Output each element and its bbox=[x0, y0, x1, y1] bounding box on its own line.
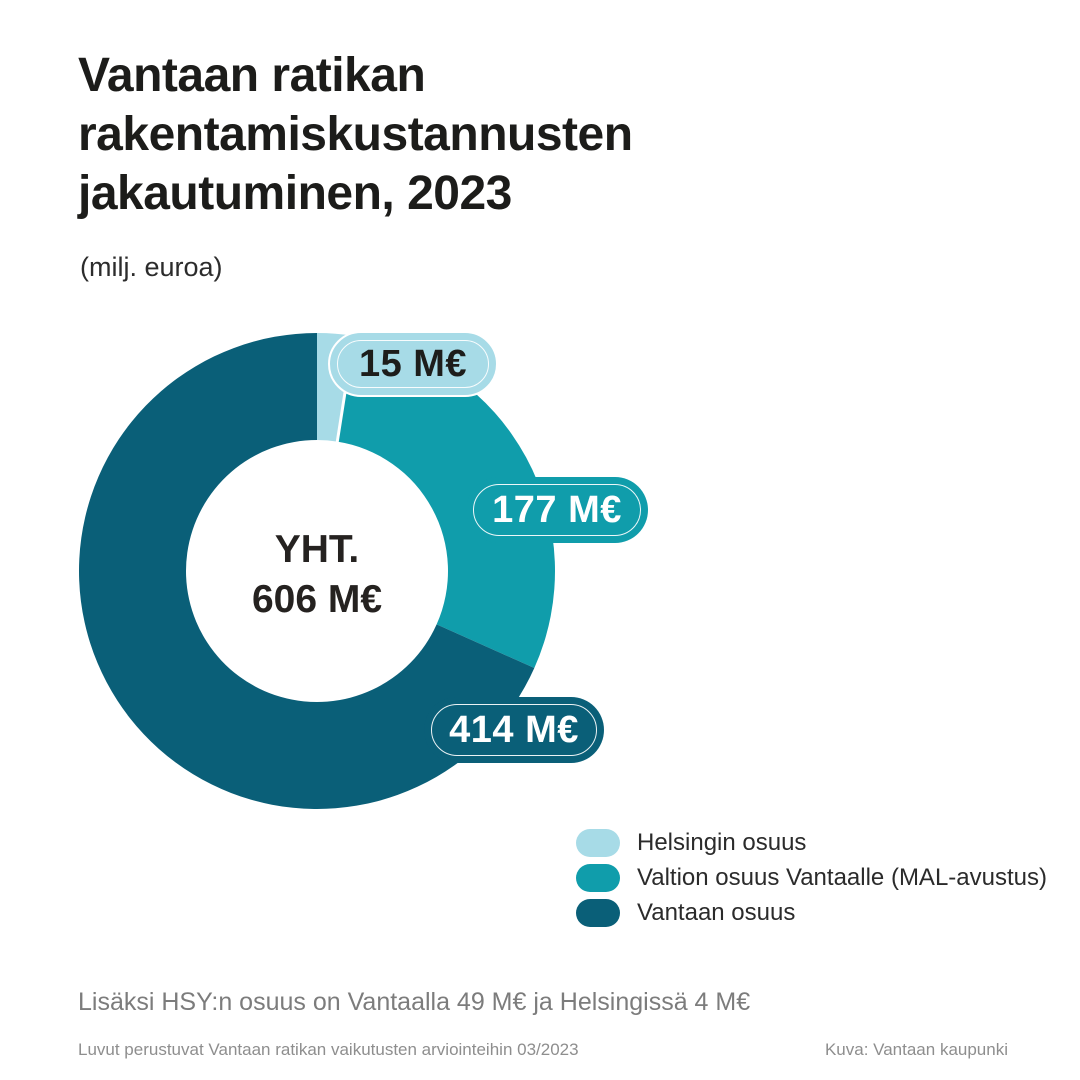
legend-swatch-valtio bbox=[576, 864, 620, 892]
value-callout-valtio: 177 M€ bbox=[466, 477, 648, 543]
legend-label: Valtion osuus Vantaalle (MAL-avustus) bbox=[637, 864, 1047, 891]
donut-segment bbox=[337, 335, 555, 669]
chart-title: Vantaan ratikan rakentamiskustannusten j… bbox=[78, 49, 633, 220]
value-callout-helsinki: 15 M€ bbox=[328, 331, 498, 397]
footnote: Lisäksi HSY:n osuus on Vantaalla 49 M€ j… bbox=[78, 988, 751, 1016]
legend-item: Vantaan osuus bbox=[576, 899, 1047, 927]
donut-segment bbox=[79, 333, 535, 809]
legend-swatch-helsinki bbox=[576, 829, 620, 857]
legend-label: Vantaan osuus bbox=[637, 899, 796, 926]
value-callout-vantaa: 414 M€ bbox=[424, 697, 604, 763]
donut-center-total-prefix: YHT. bbox=[274, 528, 360, 571]
donut-center-total: YHT. 606 M€ bbox=[187, 525, 447, 625]
donut-center-total-value: 606 M€ bbox=[251, 578, 383, 621]
legend-swatch-vantaa bbox=[576, 899, 620, 927]
legend-item: Valtion osuus Vantaalle (MAL-avustus) bbox=[576, 864, 1047, 892]
legend: Helsingin osuus Valtion osuus Vantaalle … bbox=[576, 829, 1047, 927]
chart-unit-note: (milj. euroa) bbox=[80, 252, 223, 282]
legend-label: Helsingin osuus bbox=[637, 829, 807, 856]
legend-item: Helsingin osuus bbox=[576, 829, 1047, 857]
credit-note: Kuva: Vantaan kaupunki bbox=[824, 1040, 1008, 1059]
source-note: Luvut perustuvat Vantaan ratikan vaikutu… bbox=[78, 1040, 579, 1059]
